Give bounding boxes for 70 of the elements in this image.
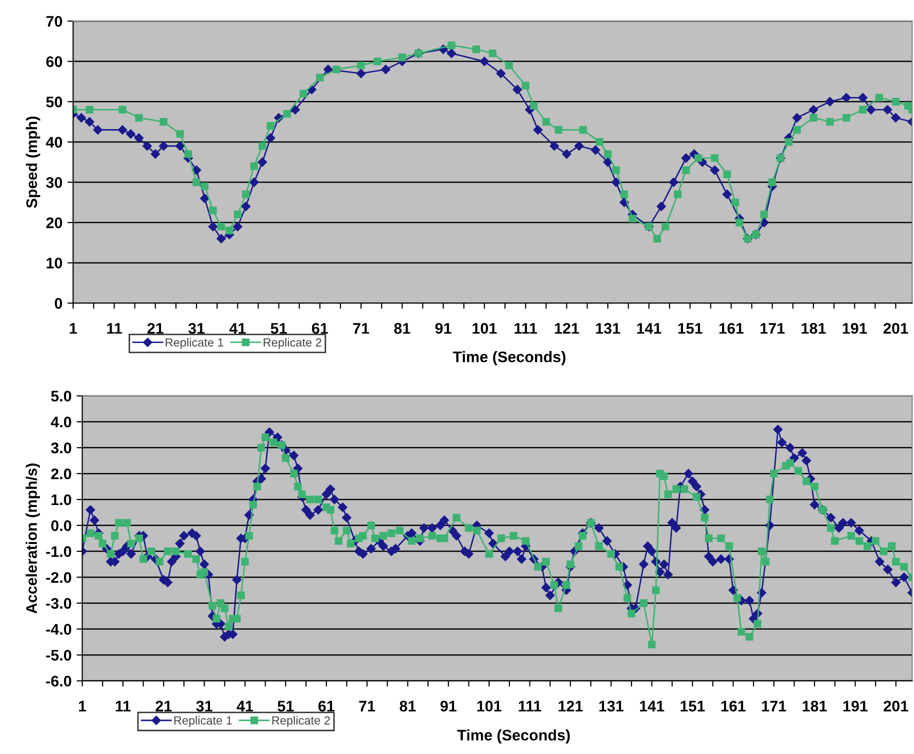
x-tick-label: 51 (278, 700, 294, 712)
y-tick-label: -1.0 (46, 546, 72, 557)
x-tick-label: 201 (884, 322, 908, 334)
x-tick-label: 81 (394, 322, 410, 334)
x-tick-label: 101 (472, 322, 497, 334)
y-tick-label: 40 (46, 136, 62, 148)
legend-label: Replicate 1 (174, 716, 232, 727)
x-tick-label: 111 (514, 323, 538, 334)
y-tick-label: 2.0 (51, 468, 72, 480)
x-tick-label: 161 (719, 322, 744, 334)
y-tick-label: 5.0 (51, 390, 72, 402)
y-tick-label: 30 (46, 177, 62, 188)
y-tick-label: 60 (46, 56, 62, 68)
y-axis-title: Acceleration (mph/s) (26, 464, 40, 614)
x-tick-label: 61 (318, 700, 334, 712)
x-tick-label: 191 (843, 700, 868, 712)
y-tick-label: 20 (46, 217, 62, 228)
x-tick-label: 1 (78, 700, 86, 712)
x-tick-label: 21 (147, 322, 164, 334)
x-tick-label: 101 (477, 700, 502, 712)
legend-label: Replicate 2 (264, 338, 322, 349)
x-tick-label: 61 (312, 322, 328, 334)
y-axis-title: Speed (mph) (26, 116, 40, 208)
y-tick-label: 0 (54, 298, 62, 309)
y-tick-label: -4.0 (46, 624, 72, 635)
x-tick-label: 191 (842, 322, 867, 334)
y-tick-label: 10 (46, 258, 62, 269)
x-axis-title: Time (Seconds) (452, 351, 566, 366)
x-tick-label: 131 (596, 322, 620, 334)
x-tick-label: 91 (435, 322, 452, 334)
x-tick-label: 41 (236, 700, 254, 712)
x-tick-label: 141 (640, 700, 664, 712)
x-tick-label: 21 (156, 700, 172, 712)
legend-label: Replicate 2 (272, 716, 330, 727)
x-tick-label: 131 (599, 700, 624, 712)
y-tick-label: -2.0 (46, 572, 72, 583)
y-tick-label: 70 (46, 16, 62, 27)
x-tick-label: 141 (637, 323, 662, 334)
x-axis-title: Time (Seconds) (457, 729, 570, 744)
x-tick-label: 11 (116, 700, 131, 712)
x-tick-label: 171 (760, 323, 785, 334)
x-tick-label: 111 (518, 700, 542, 712)
x-tick-label: 151 (680, 700, 705, 712)
x-tick-label: 121 (554, 322, 579, 334)
x-tick-label: 71 (359, 700, 376, 712)
y-tick-label: 4.0 (50, 416, 72, 428)
x-tick-label: 51 (270, 323, 287, 334)
x-tick-label: 31 (188, 322, 205, 334)
legend-label: Replicate 1 (166, 338, 224, 349)
x-tick-label: 201 (884, 700, 908, 712)
y-tick-label: -3.0 (46, 598, 72, 609)
y-tick-label: 3.0 (50, 442, 72, 454)
x-tick-label: 171 (762, 700, 786, 712)
x-tick-label: 11 (107, 323, 122, 334)
y-tick-label: -6.0 (46, 676, 72, 687)
x-tick-label: 161 (721, 700, 746, 712)
x-tick-label: 31 (196, 700, 212, 712)
x-tick-label: 91 (440, 700, 456, 712)
x-tick-label: 151 (678, 323, 702, 334)
y-tick-label: -5.0 (46, 650, 72, 661)
y-tick-label: 0.0 (51, 520, 72, 532)
y-tick-label: 1.0 (52, 494, 72, 506)
y-tick-label: 50 (46, 96, 62, 108)
x-tick-label: 1 (70, 323, 77, 334)
x-tick-label: 181 (802, 700, 827, 712)
x-tick-label: 71 (353, 323, 370, 334)
x-tick-label: 181 (802, 322, 826, 334)
x-tick-label: 41 (229, 323, 246, 334)
x-tick-label: 121 (558, 700, 583, 712)
x-tick-label: 81 (400, 700, 416, 712)
